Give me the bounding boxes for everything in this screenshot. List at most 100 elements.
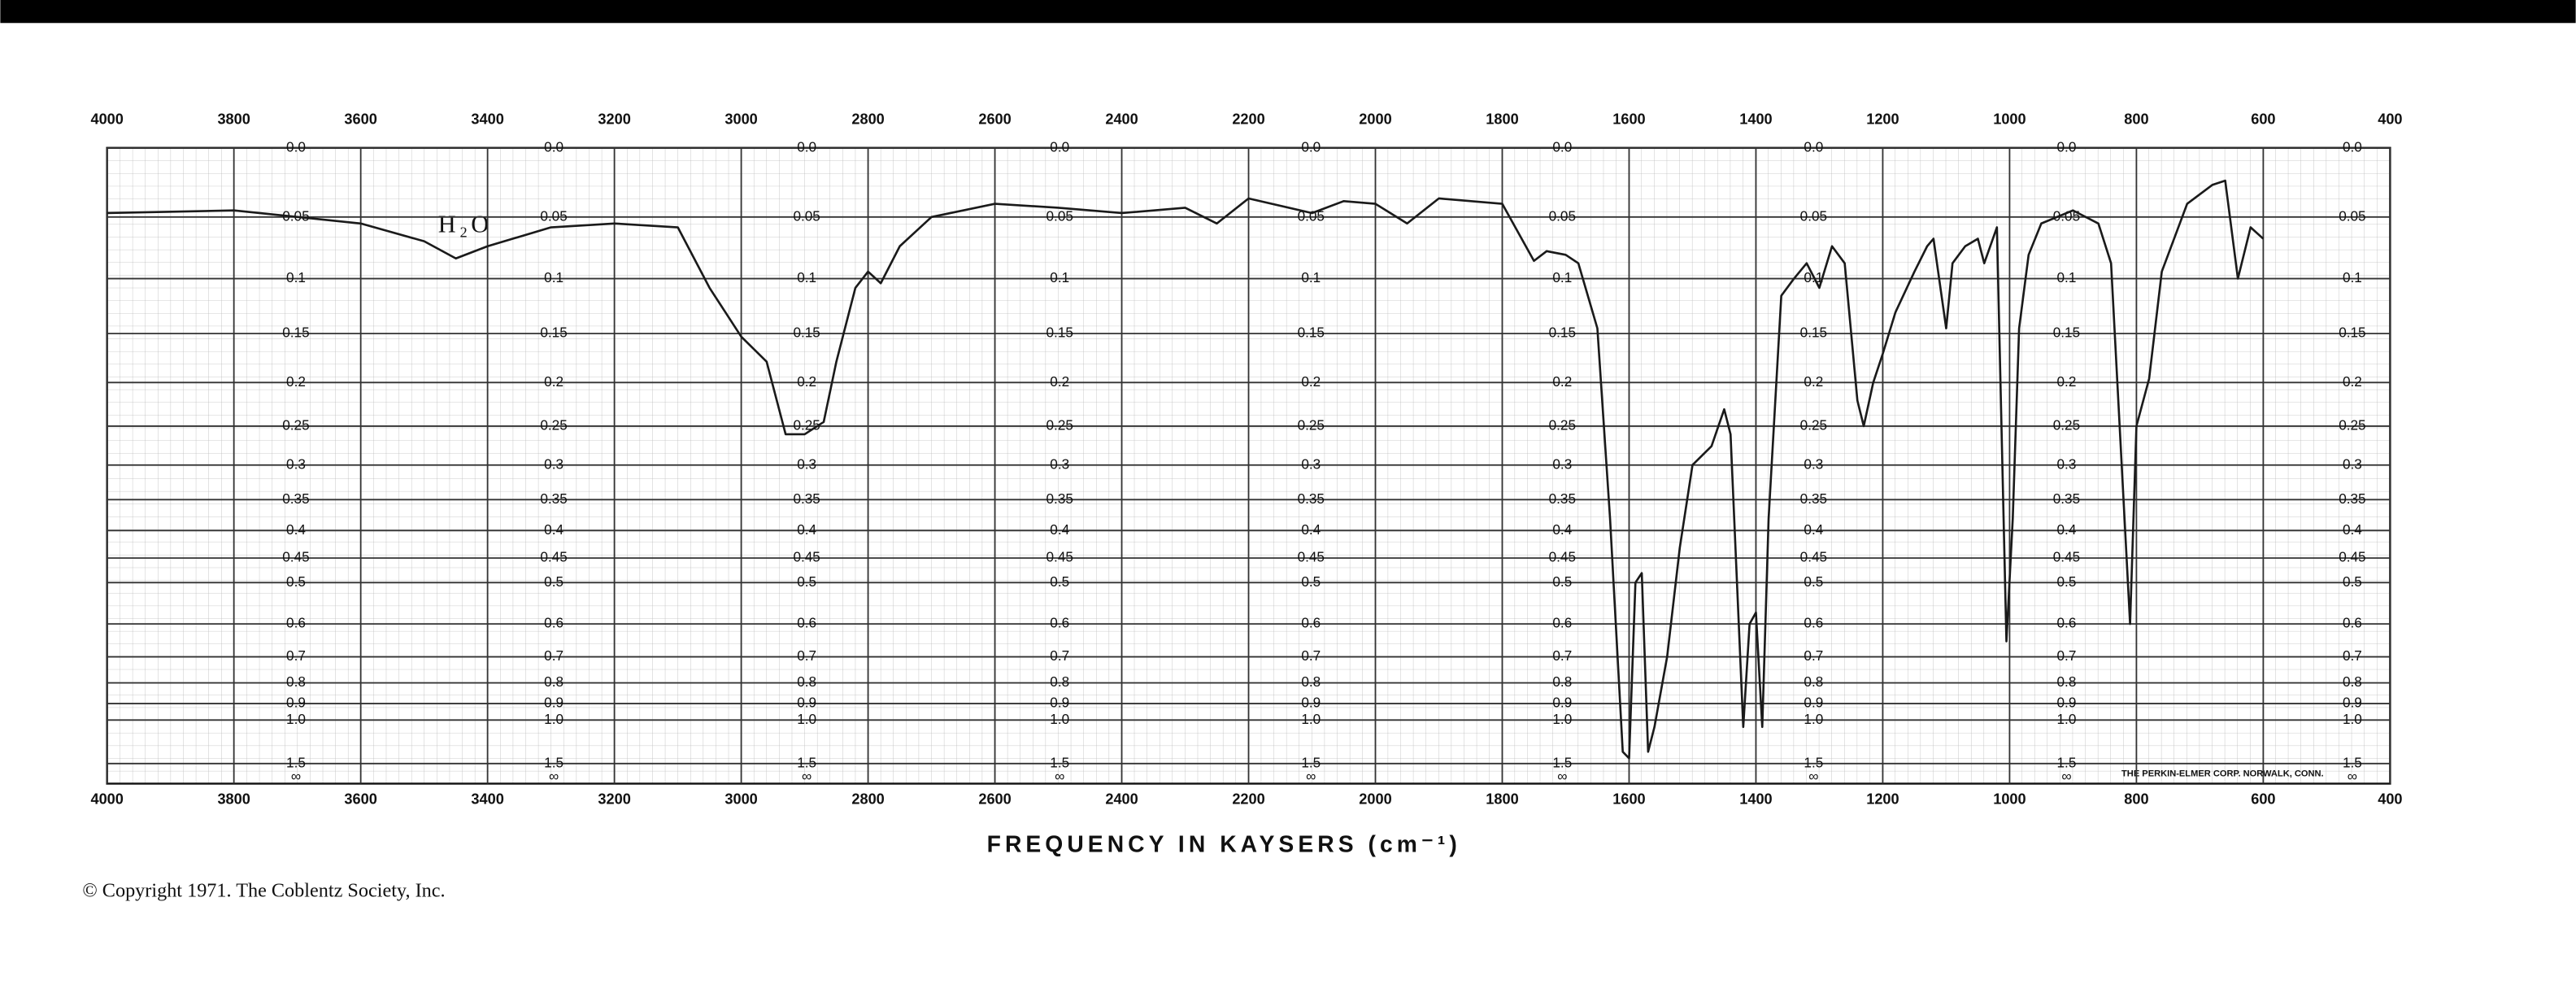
y-tick-label: ∞: [2061, 768, 2071, 784]
x-tick-label: 2000: [1359, 791, 1391, 808]
y-tick-label: 0.35: [282, 490, 309, 507]
x-tick-label: 600: [2251, 111, 2275, 127]
y-tick-label: 1.5: [1804, 754, 1823, 770]
x-tick-label: 3800: [217, 791, 250, 808]
y-tick-label: 0.2: [2057, 373, 2077, 390]
y-tick-label: 0.3: [2343, 455, 2362, 472]
x-tick-label: 1000: [1993, 791, 2026, 808]
y-tick-label: 1.0: [1552, 711, 1572, 727]
y-tick-label: 0.8: [1804, 673, 1823, 690]
y-tick-label: 0.1: [1050, 269, 1069, 285]
y-tick-label: ∞: [1055, 768, 1064, 784]
y-tick-label: ∞: [1557, 768, 1567, 784]
y-tick-label: 0.5: [286, 573, 306, 590]
x-tick-label: 1200: [1866, 111, 1899, 127]
y-tick-label: 0.35: [1046, 490, 1073, 507]
x-tick-label: 800: [2124, 791, 2148, 808]
y-tick-label: 0.7: [797, 647, 816, 664]
y-tick-label: 0.7: [1804, 647, 1823, 664]
y-tick-label: 0.1: [2343, 269, 2362, 285]
y-tick-label: 0.0: [544, 138, 564, 155]
y-tick-label: 1.0: [1050, 711, 1069, 727]
y-tick-label: 0.05: [1800, 207, 1827, 224]
x-tick-label: 1600: [1612, 791, 1645, 808]
y-tick-label: 0.25: [793, 416, 820, 433]
y-tick-label: 0.2: [1050, 373, 1069, 390]
y-tick-label: 1.0: [286, 711, 306, 727]
y-tick-label: 0.4: [2343, 521, 2362, 538]
y-tick-label: 0.6: [1552, 615, 1572, 631]
y-tick-label: 0.15: [1549, 325, 1576, 341]
x-tick-label: 1800: [1486, 111, 1518, 127]
y-tick-label: 0.8: [286, 673, 306, 690]
y-tick-label: 0.15: [793, 325, 820, 341]
x-tick-label: 3600: [344, 111, 376, 127]
y-tick-label: 0.35: [1800, 490, 1827, 507]
y-tick-label: 1.5: [544, 754, 564, 770]
y-tick-label: 0.15: [2339, 325, 2365, 341]
y-tick-label: 0.1: [544, 269, 564, 285]
y-tick-label: 0.2: [286, 373, 306, 390]
y-tick-label: 0.0: [2057, 138, 2077, 155]
y-tick-label: 0.7: [1050, 647, 1069, 664]
y-tick-label: 0.1: [2057, 269, 2077, 285]
y-tick-label: 0.45: [540, 549, 567, 565]
y-tick-label: 0.2: [797, 373, 816, 390]
x-tick-label: 400: [2378, 791, 2402, 808]
y-tick-label: ∞: [291, 768, 301, 784]
y-tick-label: 1.5: [1301, 754, 1321, 770]
y-tick-label: 0.8: [544, 673, 564, 690]
y-tick-label: ∞: [549, 768, 559, 784]
y-tick-label: 0.5: [1301, 573, 1321, 590]
x-tick-label: 1400: [1739, 111, 1772, 127]
y-tick-label: 1.5: [2057, 754, 2077, 770]
y-tick-label: 0.4: [797, 521, 816, 538]
y-tick-label: 0.4: [1552, 521, 1572, 538]
y-tick-label: 0.7: [544, 647, 564, 664]
y-tick-label: 0.1: [286, 269, 306, 285]
x-tick-label: 1400: [1739, 791, 1772, 808]
y-tick-label: 0.3: [1301, 455, 1321, 472]
y-tick-label: 0.5: [1050, 573, 1069, 590]
y-tick-label: ∞: [2348, 768, 2357, 784]
x-tick-label: 3000: [724, 791, 757, 808]
x-tick-label: 1600: [1612, 111, 1645, 127]
y-tick-label: 0.4: [2057, 521, 2077, 538]
x-tick-label: 2000: [1359, 111, 1391, 127]
y-tick-label: 1.5: [1552, 754, 1572, 770]
y-tick-label: 0.2: [1552, 373, 1572, 390]
y-tick-label: 1.5: [797, 754, 816, 770]
x-tick-label: 2600: [978, 791, 1011, 808]
y-tick-label: 0.0: [286, 138, 306, 155]
y-tick-label: 1.0: [1804, 711, 1823, 727]
y-tick-label: ∞: [802, 768, 812, 784]
y-tick-label: 0.25: [2053, 416, 2080, 433]
y-tick-label: 0.7: [2343, 647, 2362, 664]
y-tick-label: 0.7: [1552, 647, 1572, 664]
y-tick-label: 0.3: [1050, 455, 1069, 472]
x-tick-label: 1800: [1486, 791, 1518, 808]
x-tick-label: 600: [2251, 791, 2275, 808]
y-tick-label: 0.9: [286, 695, 306, 711]
y-tick-label: 0.45: [2053, 549, 2080, 565]
y-tick-label: 0.45: [1549, 549, 1576, 565]
y-tick-label: 0.9: [1050, 695, 1069, 711]
y-tick-label: 0.4: [544, 521, 564, 538]
y-tick-label: 0.25: [2339, 416, 2365, 433]
y-tick-label: 0.25: [540, 416, 567, 433]
y-tick-label: 0.25: [1046, 416, 1073, 433]
y-tick-label: 0.7: [2057, 647, 2077, 664]
y-tick-label: 0.2: [2343, 373, 2362, 390]
y-tick-label: 0.45: [1800, 549, 1827, 565]
y-tick-label: 0.9: [1552, 695, 1572, 711]
y-tick-label: 0.8: [2057, 673, 2077, 690]
y-tick-label: 0.0: [1301, 138, 1321, 155]
y-tick-label: 0.3: [1552, 455, 1572, 472]
x-tick-label: 3000: [724, 111, 757, 127]
y-tick-label: 0.05: [2339, 207, 2365, 224]
y-tick-label: 1.5: [286, 754, 306, 770]
x-tick-label: 3800: [217, 111, 250, 127]
y-tick-label: 0.35: [1298, 490, 1325, 507]
